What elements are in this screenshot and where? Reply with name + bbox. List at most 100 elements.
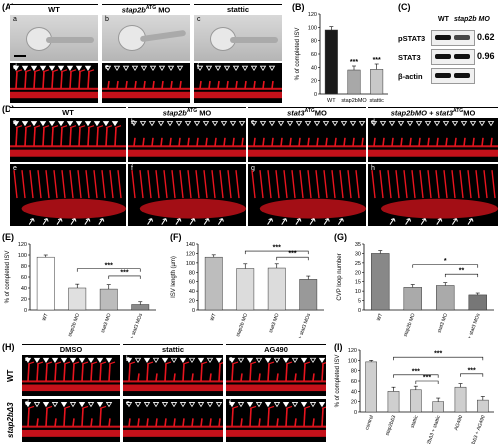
- blot-col-wt: WT: [438, 16, 449, 23]
- open-arrowhead-icon: [105, 402, 113, 408]
- filled-arrowhead-icon: [57, 65, 65, 71]
- filled-arrowhead-icon: [93, 121, 101, 127]
- filled-arrowhead-icon: [78, 357, 86, 364]
- y-tick-label: 80: [311, 39, 317, 45]
- filled-arrowhead-icon: [60, 357, 68, 364]
- filled-arrowhead-icon: [282, 357, 290, 364]
- bar: [236, 268, 255, 311]
- open-arrowhead-icon: [255, 402, 263, 408]
- panelD-image-e: e: [10, 164, 126, 226]
- bar: [410, 389, 422, 413]
- filled-arrowhead-icon: [30, 121, 38, 127]
- significance-bracket: [393, 356, 484, 361]
- significance-label: ***: [350, 59, 358, 66]
- bar: [468, 294, 487, 311]
- arrow-icon: [175, 218, 182, 225]
- open-arrowhead-icon: [152, 357, 160, 364]
- filled-arrowhead-icon: [246, 402, 254, 408]
- x-tick-label: WT: [209, 313, 217, 322]
- filled-arrowhead-icon: [87, 357, 95, 364]
- open-arrowhead-icon: [469, 121, 477, 127]
- significance-bracket: [460, 373, 484, 377]
- filled-arrowhead-icon: [39, 65, 47, 71]
- arrow-icon: [161, 218, 168, 225]
- bar: [365, 361, 377, 413]
- open-arrowhead-icon: [206, 357, 214, 364]
- filled-arrowhead-icon: [39, 121, 47, 127]
- open-arrowhead-icon: [166, 121, 174, 127]
- panelH-header-stattic: stattic: [123, 344, 223, 355]
- bar: [477, 399, 489, 413]
- open-arrowhead-icon: [197, 402, 205, 408]
- y-tick-label: 100: [18, 253, 27, 259]
- y-tick-label: 0: [192, 308, 195, 314]
- x-tick-label: stat3 MO: [437, 313, 450, 334]
- x-tick-label: WT: [327, 98, 336, 104]
- vessel-drawing: [10, 121, 126, 157]
- open-arrowhead-icon: [196, 65, 204, 71]
- vessel-drawing: [226, 357, 326, 392]
- panelD-image-b: b: [128, 118, 246, 162]
- y-tick-label: 40: [351, 389, 357, 395]
- significance-label: ***: [105, 262, 113, 269]
- embryo-image-wt: a: [10, 15, 98, 61]
- filled-arrowhead-icon: [75, 121, 83, 127]
- open-arrowhead-icon: [295, 121, 303, 127]
- open-arrowhead-icon: [250, 121, 258, 127]
- filled-arrowhead-icon: [179, 357, 187, 364]
- panelD-image-c: c: [248, 118, 366, 162]
- x-tick-label: stap2b+ stat3 MOs: [462, 312, 482, 338]
- panelH-row-wt: WT: [6, 369, 15, 383]
- panelD-image-f: f: [128, 164, 246, 226]
- panelH-image-f: f: [226, 399, 326, 442]
- filled-arrowhead-icon: [228, 357, 236, 364]
- filled-arrowhead-icon: [75, 65, 83, 71]
- panelA-header-wt: WT: [10, 4, 98, 15]
- open-arrowhead-icon: [313, 121, 321, 127]
- x-tick-label: stattic: [410, 414, 420, 429]
- cvp-drawing: [13, 170, 126, 225]
- y-tick-label: 20: [21, 297, 27, 303]
- filled-arrowhead-icon: [318, 402, 326, 408]
- y-tick-label: 15: [355, 280, 361, 286]
- y-tick-label: 140: [186, 242, 195, 248]
- open-arrowhead-icon: [131, 65, 139, 71]
- x-tick-label: WT: [41, 313, 49, 322]
- significance-bracket: [412, 264, 479, 268]
- filled-arrowhead-icon: [300, 357, 308, 364]
- y-tick-label: 0: [24, 308, 27, 314]
- arrow-icon: [281, 218, 288, 225]
- panelD-image-d: d: [368, 118, 498, 162]
- significance-label: ***: [468, 367, 476, 374]
- filled-arrowhead-icon: [264, 402, 272, 408]
- open-arrowhead-icon: [148, 121, 156, 127]
- chart-e: 0 20 40 60 80 100 120 % of completed ISV WT stap2…: [5, 242, 156, 338]
- open-arrowhead-icon: [358, 121, 366, 127]
- y-tick-label: 60: [311, 52, 317, 58]
- panelD-header-stat3: stat3ATGMO: [248, 107, 366, 118]
- open-arrowhead-icon: [125, 402, 133, 408]
- bar: [204, 256, 223, 311]
- filled-arrowhead-icon: [282, 402, 290, 408]
- bar: [370, 69, 384, 95]
- x-tick-label: stat3 MO: [268, 313, 281, 334]
- open-arrowhead-icon: [193, 121, 201, 127]
- bar: [99, 288, 118, 311]
- open-arrowhead-icon: [134, 402, 142, 408]
- filled-arrowhead-icon: [69, 357, 77, 364]
- filled-arrowhead-icon: [96, 402, 104, 408]
- open-arrowhead-icon: [170, 357, 178, 364]
- arrow-icon: [420, 218, 427, 225]
- y-tick-label: 120: [186, 251, 195, 257]
- significance-bracket: [444, 273, 479, 278]
- bar: [68, 287, 87, 311]
- filled-arrowhead-icon: [105, 357, 113, 364]
- panel-label-a: (A): [2, 2, 15, 12]
- panelH-image-c: c: [226, 355, 326, 396]
- panelH-image-a: a: [22, 355, 120, 396]
- y-tick-label: 40: [311, 65, 317, 71]
- y-tick-label: 10: [355, 289, 361, 295]
- y-tick-label: 20: [311, 79, 317, 85]
- open-arrowhead-icon: [184, 121, 192, 127]
- panelH-image-b: b: [123, 355, 223, 396]
